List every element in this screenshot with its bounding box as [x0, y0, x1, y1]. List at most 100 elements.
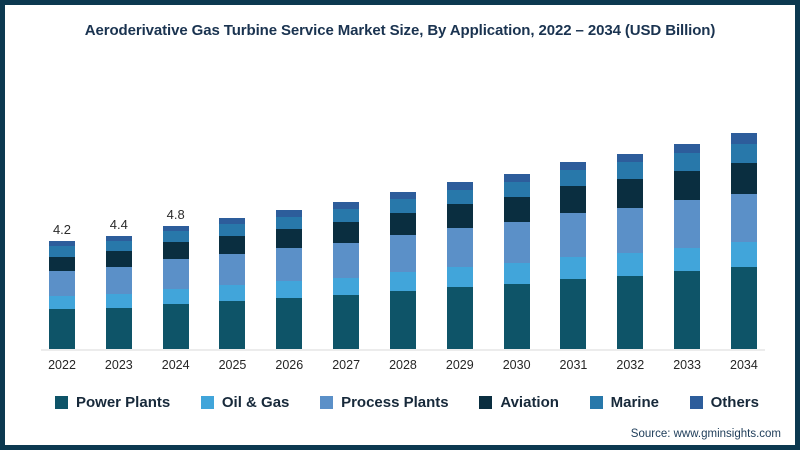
bar-segment-others	[333, 202, 360, 210]
legend-swatch-oil-gas	[200, 396, 214, 409]
legend-swatch-process-plants	[320, 396, 334, 409]
legend-swatch-marine	[589, 396, 603, 409]
bar-segment-aviation	[49, 256, 75, 271]
bar-segment-power-plants	[333, 295, 360, 349]
bar-segment-process-plants	[503, 222, 530, 263]
chart-title: Aeroderivative Gas Turbine Service Marke…	[84, 22, 716, 39]
bar-2030	[503, 73, 530, 349]
bar-2024: 4.8	[162, 73, 189, 349]
bar-segment-marine	[276, 216, 303, 230]
bar-segment-marine	[49, 246, 75, 257]
bar-segment-marine	[389, 199, 416, 214]
bar-segment-power-plants	[674, 271, 701, 349]
x-tick-2027: 2027	[332, 358, 361, 372]
bar-stack-2025	[219, 218, 246, 349]
bar-stack-2028	[389, 192, 416, 349]
bar-segment-process-plants	[219, 254, 246, 286]
bar-segment-oil-gas	[446, 267, 473, 287]
legend-label: Power Plants	[76, 394, 171, 411]
bar-segment-marine	[105, 241, 132, 252]
bar-segment-others	[49, 241, 75, 247]
bar-segment-process-plants	[49, 270, 75, 297]
bar-segment-process-plants	[162, 259, 189, 289]
bar-stack-2030	[503, 174, 530, 349]
bar-2028	[389, 73, 416, 349]
x-tick-2033: 2033	[673, 358, 702, 372]
bar-2034	[730, 73, 757, 349]
bar-value-label: 4.4	[109, 217, 128, 233]
bar-segment-aviation	[560, 186, 587, 214]
bar-segment-marine	[560, 170, 587, 187]
source-text: Source: www.gminsights.com	[630, 428, 781, 440]
bar-segment-others	[389, 192, 416, 200]
bar-stack-2034	[730, 133, 757, 349]
bar-segment-process-plants	[674, 200, 701, 248]
legend-label: Others	[710, 394, 759, 411]
legend-label: Marine	[610, 394, 659, 411]
bar-segment-oil-gas	[276, 280, 303, 298]
bar-segment-process-plants	[617, 207, 644, 253]
bar-segment-marine	[333, 209, 360, 223]
bar-segment-others	[105, 236, 132, 242]
x-tick-2029: 2029	[445, 358, 474, 372]
bar-2022: 4.2	[49, 73, 75, 349]
bar-stack-2029	[446, 182, 473, 349]
bar-segment-process-plants	[560, 213, 587, 257]
bar-segment-marine	[162, 231, 189, 243]
bar-segment-oil-gas	[674, 247, 701, 272]
bar-segment-power-plants	[617, 275, 644, 349]
x-tick-2028: 2028	[389, 358, 417, 372]
bar-segment-power-plants	[162, 304, 189, 349]
bar-2027	[333, 73, 360, 349]
bar-segment-marine	[617, 162, 644, 180]
x-tick-2034: 2034	[730, 358, 758, 372]
bar-segment-oil-gas	[219, 285, 246, 301]
legend-item-oil-gas: Oil & Gas	[200, 394, 289, 411]
bar-segment-aviation	[730, 162, 757, 194]
bar-segment-oil-gas	[333, 277, 360, 295]
bar-segment-aviation	[162, 242, 189, 260]
bar-segment-aviation	[333, 222, 360, 243]
bar-segment-others	[674, 143, 701, 153]
bar-segment-oil-gas	[617, 252, 644, 276]
x-tick-2024: 2024	[161, 358, 190, 372]
bar-segment-others	[503, 174, 530, 183]
bar-segment-power-plants	[560, 278, 587, 349]
legend-item-power-plants: Power Plants	[55, 394, 170, 411]
bar-2029	[446, 73, 473, 349]
bar-2031	[560, 73, 587, 349]
bar-segment-oil-gas	[730, 242, 757, 267]
bar-stack-2031	[560, 161, 587, 349]
x-tick-2025: 2025	[218, 358, 247, 372]
legend-item-others: Others	[689, 394, 759, 411]
bar-segment-marine	[503, 182, 530, 198]
bar-segment-process-plants	[333, 242, 360, 278]
plot-area: 4.2 4.4 4.8	[41, 73, 765, 351]
legend-label: Aviation	[500, 394, 559, 411]
bar-stack-2033	[674, 143, 701, 349]
bar-segment-oil-gas	[503, 262, 530, 284]
bar-segment-others	[162, 225, 189, 232]
bar-segment-oil-gas	[162, 288, 189, 304]
bar-segment-power-plants	[276, 297, 303, 349]
bar-stack-2024	[162, 225, 189, 349]
bar-stack-2026	[276, 210, 303, 349]
bar-segment-aviation	[617, 179, 644, 208]
bar-2023: 4.4	[105, 73, 132, 349]
bar-segment-aviation	[503, 197, 530, 223]
bar-segment-power-plants	[389, 290, 416, 349]
bar-segment-power-plants	[49, 309, 75, 349]
bar-segment-aviation	[276, 229, 303, 249]
bar-segment-marine	[674, 152, 701, 171]
bar-segment-others	[560, 161, 587, 171]
x-tick-2022: 2022	[48, 358, 76, 372]
bar-segment-others	[276, 210, 303, 217]
bar-segment-marine	[219, 224, 246, 237]
bar-stack-2022	[49, 241, 75, 349]
bar-segment-power-plants	[446, 286, 473, 349]
bar-value-label: 4.2	[52, 222, 72, 238]
bar-segment-aviation	[446, 204, 473, 228]
bar-segment-power-plants	[503, 283, 530, 349]
bar-stack-2027	[333, 202, 360, 349]
